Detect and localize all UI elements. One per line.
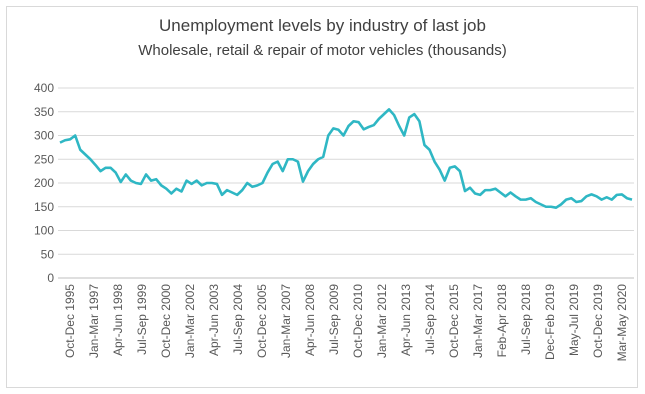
x-tick-label: Jul-Sep 2004 — [231, 284, 245, 355]
y-tick-label: 300 — [34, 129, 54, 143]
y-tick-label: 50 — [41, 247, 55, 261]
x-tick-label: Oct-Dec 1995 — [63, 284, 77, 358]
series-line — [59, 108, 633, 209]
y-tick-label: 150 — [34, 200, 54, 214]
x-tick-label: Jul-Sep 2014 — [423, 284, 437, 355]
x-tick-label: Jan-Mar 2007 — [279, 284, 293, 358]
x-tick-label: Jul-Sep 1999 — [135, 284, 149, 355]
x-tick-label: Jan-Mar 2017 — [471, 284, 485, 358]
y-tick-label: 0 — [47, 271, 54, 285]
chart-frame — [6, 6, 638, 388]
chart-subtitle: Wholesale, retail & repair of motor vehi… — [138, 42, 507, 59]
y-tick-label: 350 — [34, 105, 54, 119]
x-tick-label: Apr-Jun 1998 — [111, 284, 125, 356]
x-tick-label: Jan-Mar 1997 — [87, 284, 101, 358]
y-tick-label: 250 — [34, 152, 54, 166]
x-tick-label: Dec-Feb 2019 — [543, 284, 557, 360]
x-tick-label: Jan-Mar 2012 — [375, 284, 389, 358]
x-tick-label: Jul-Sep 2009 — [327, 284, 341, 355]
series-lines — [59, 108, 633, 209]
x-tick-label: Mar-May 2020 — [615, 284, 629, 362]
chart-title: Unemployment levels by industry of last … — [159, 16, 486, 35]
x-axis-ticks: Oct-Dec 1995 Jan-Mar 1997 Apr-Jun 1998 Jul-… — [63, 284, 629, 362]
y-tick-label: 200 — [34, 176, 54, 190]
gridlines — [58, 87, 634, 279]
x-tick-label: Jul-Sep 2018 — [519, 284, 533, 355]
x-tick-label: May-Jul 2019 — [567, 284, 581, 356]
x-tick-label: Oct-Dec 2000 — [159, 284, 173, 358]
x-tick-label: Apr-Jun 2008 — [303, 284, 317, 356]
x-tick-label: Apr-Jun 2013 — [399, 284, 413, 356]
x-tick-label: Oct-Dec 2010 — [351, 284, 365, 358]
x-tick-label: Oct-Dec 2015 — [447, 284, 461, 358]
x-tick-label: Apr-Jun 2003 — [207, 284, 221, 356]
y-axis-ticks: 0 50 100 150 200 250 300 350 400 — [34, 81, 54, 285]
x-tick-label: Oct-Dec 2005 — [255, 284, 269, 358]
x-tick-label: Oct-Dec 2019 — [591, 284, 605, 358]
x-tick-label: Feb-Apr 2018 — [495, 284, 509, 358]
x-tick-label: Jan-Mar 2002 — [183, 284, 197, 358]
y-tick-label: 400 — [34, 81, 54, 95]
y-tick-label: 100 — [34, 224, 54, 238]
